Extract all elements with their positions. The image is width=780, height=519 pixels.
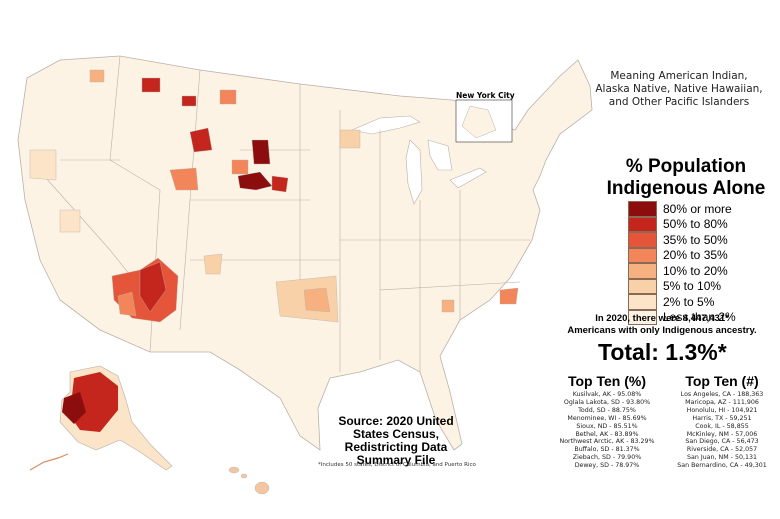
legend-label: 10% to 20%: [663, 263, 728, 278]
list-item: San Diego, CA - 56,473: [685, 438, 759, 446]
legend-item: 80% or more: [628, 201, 736, 217]
legend-label: 80% or more: [663, 201, 732, 216]
lake-erie: [449, 167, 487, 189]
note-line: and Other Pacific Islanders: [608, 96, 750, 108]
nyc-inset-land: [461, 105, 497, 139]
list-item: Todd, SD - 88.75%: [578, 406, 636, 414]
legend-swatch: [628, 263, 657, 279]
source-citation: Source: 2020 United States Census, Redis…: [316, 415, 476, 467]
legend-item: 35% to 50%: [628, 232, 736, 248]
nyc-inset-label: New York City: [456, 91, 515, 100]
top-ten-percent: Top Ten (%) Kusilvak, AK - 95.08% Oglala…: [547, 373, 667, 470]
stat-line: In 2020, there were 4,447,431*: [595, 313, 729, 324]
list-item: Bethel, AK - 83.89%: [575, 430, 639, 438]
list-item: Cook, IL - 58,855: [695, 422, 749, 430]
list-item: McKinley, NM - 57,006: [686, 430, 758, 438]
legend-swatch: [628, 232, 657, 248]
list-item: Buffalo, SD - 81.37%: [574, 446, 640, 454]
legend-title-line: Indigenous Alone: [606, 178, 766, 199]
population-statement: In 2020, there were 4,447,431* Americans…: [546, 313, 778, 337]
total-percentage: Total: 1.3%*: [598, 339, 727, 365]
list-item: Menominee, WI - 85.69%: [567, 414, 647, 422]
note-line: Alaska Native, Native Hawaiian,: [595, 83, 763, 95]
footnote: *Includes 50 states, District of Columbi…: [318, 462, 476, 468]
concentration-areas: [29, 69, 519, 323]
legend-label: 50% to 80%: [663, 217, 728, 232]
lake-superior: [350, 115, 421, 135]
list-item: Kusilvak, AK - 95.08%: [572, 391, 642, 398]
list-item: Honolulu, HI - 104,921: [686, 406, 758, 414]
legend-item: 2% to 5%: [628, 294, 736, 310]
top-ten-number: Top Ten (#) Los Angeles, CA - 188,363 Ma…: [667, 373, 777, 470]
list-item: Ziebach, SD - 79.90%: [572, 454, 642, 462]
legend-item: 50% to 80%: [628, 216, 736, 232]
source-line: Summary File: [356, 453, 436, 467]
legend-item: 20% to 35%: [628, 247, 736, 263]
top-ten-number-title: Top Ten (#): [685, 373, 759, 389]
legend-label: Less than 2%: [663, 310, 736, 325]
list-item: Oglala Lakota, SD - 93.80%: [563, 398, 651, 406]
aleutians: [29, 453, 69, 471]
hawaii: [228, 466, 270, 495]
legend-swatch: [628, 309, 657, 325]
definition-note: Meaning American Indian, Alaska Native, …: [594, 70, 764, 109]
legend-item: 5% to 10%: [628, 278, 736, 294]
list-item: San Juan, NM - 50,131: [686, 454, 757, 462]
list-item: Los Angeles, CA - 188,363: [680, 391, 764, 398]
top-ten-percent-list: Kusilvak, AK - 95.08% Oglala Lakota, SD …: [547, 391, 667, 470]
source-line: States Census,: [352, 427, 440, 441]
legend: 80% or more 50% to 80% 35% to 50% 20% to…: [628, 201, 736, 325]
source-line: Redistricting Data: [344, 440, 448, 454]
list-item: Northwest Arctic, AK - 83.29%: [559, 438, 655, 446]
legend-label: 20% to 35%: [663, 248, 728, 263]
legend-label: 35% to 50%: [663, 232, 728, 247]
source-line: Source: 2020 United: [338, 414, 454, 428]
top-ten-percent-title: Top Ten (%): [567, 373, 647, 389]
legend-swatch: [628, 278, 657, 294]
legend-item: 10% to 20%: [628, 263, 736, 279]
list-item: Harris, TX - 59,251: [692, 414, 752, 422]
lake-michigan: [405, 139, 423, 205]
legend-swatch: [628, 201, 657, 217]
list-item: San Bernardino, CA - 49,301: [677, 462, 767, 470]
list-item: Dewey, SD - 78.97%: [574, 462, 640, 470]
note-line: Meaning American Indian,: [610, 70, 748, 82]
legend-swatch: [628, 216, 657, 232]
legend-swatch: [628, 247, 657, 263]
list-item: Riverside, CA - 52,057: [686, 446, 758, 454]
top-ten-number-list: Los Angeles, CA - 188,363 Maricopa, AZ -…: [667, 391, 777, 470]
legend-title-line: % Population: [625, 156, 747, 177]
legend-title: % Population Indigenous Alone: [600, 156, 772, 200]
list-item: Sioux, ND - 85.51%: [576, 422, 638, 430]
stat-line: Americans with only Indigenous ancestry.: [567, 325, 757, 336]
legend-item: Less than 2%: [628, 309, 736, 325]
lake-huron: [427, 139, 453, 171]
list-item: Maricopa, AZ - 111,906: [685, 398, 759, 406]
legend-swatch: [628, 294, 657, 310]
alaska-highest: [62, 392, 86, 424]
legend-label: 2% to 5%: [663, 294, 715, 309]
legend-label: 5% to 10%: [663, 279, 722, 294]
